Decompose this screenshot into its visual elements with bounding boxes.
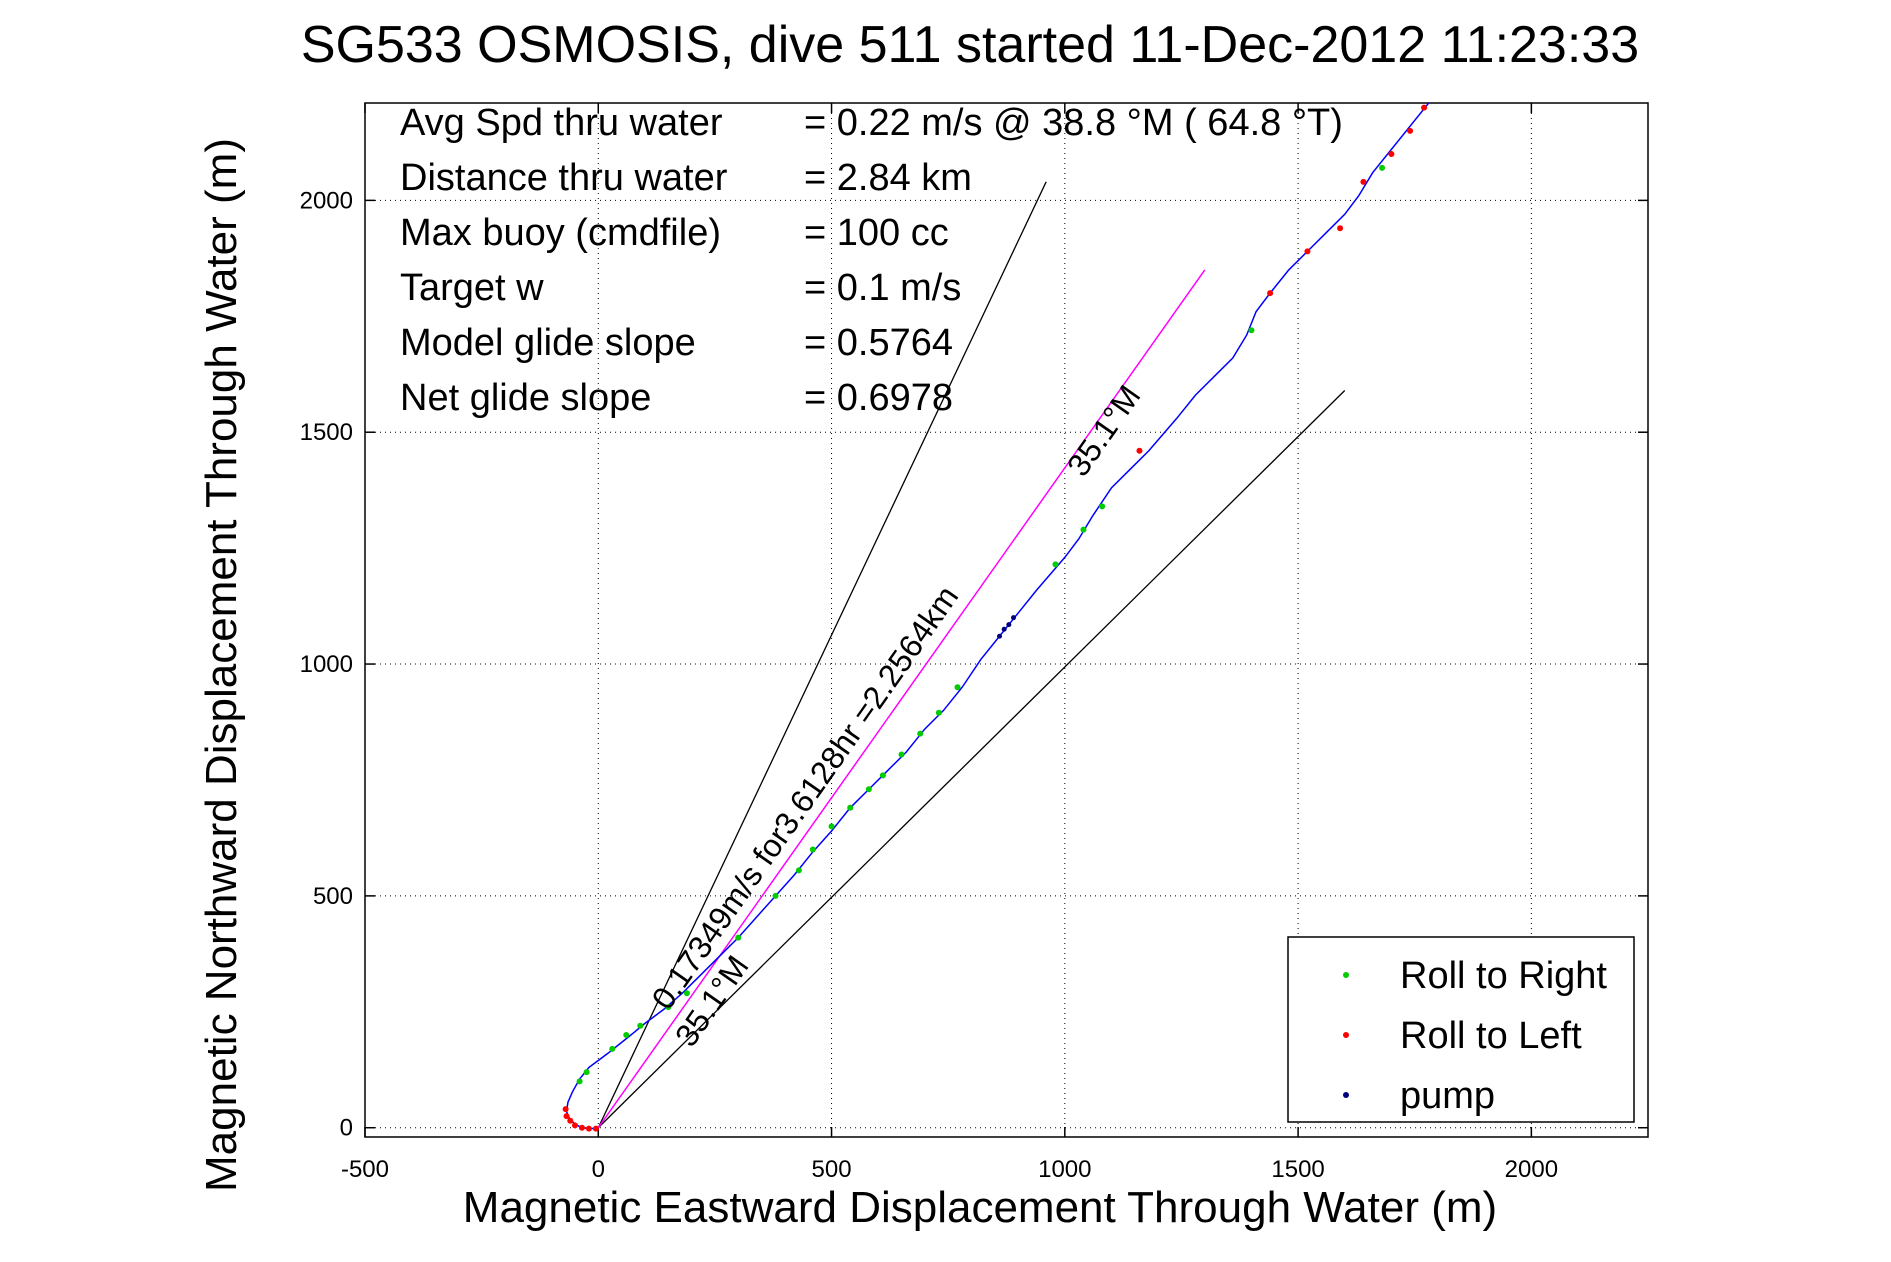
roll-left-point [1407, 127, 1414, 134]
legend-label: Roll to Right [1400, 955, 1607, 997]
roll-right-point [637, 1022, 644, 1029]
annotation-label: 35.1°M [1060, 379, 1148, 483]
stat-value: = 0.5764 [804, 322, 953, 364]
plot-content [562, 103, 1430, 1132]
roll-left-point [585, 1125, 592, 1132]
roll-right-point [609, 1045, 616, 1052]
stat-label: Net glide slope [400, 377, 651, 419]
legend-marker [1343, 972, 1349, 978]
y-axis-label: Magnetic Northward Displacement Through … [197, 138, 246, 1192]
legend-box [1287, 936, 1635, 1123]
roll-right-point [623, 1031, 630, 1038]
roll-right-point [576, 1078, 583, 1085]
stat-value: = 100 cc [804, 212, 949, 254]
chart-title: SG533 OSMOSIS, dive 511 started 11-Dec-2… [301, 16, 1639, 74]
stat-value: = 2.84 km [804, 157, 972, 199]
roll-left-point [1360, 178, 1367, 185]
pump-point [1001, 626, 1007, 632]
stat-label: Distance thru water [400, 157, 728, 199]
stat-label: Target w [400, 267, 544, 309]
roll-right-point [1379, 164, 1386, 171]
x-tick-label: -500 [341, 1156, 389, 1183]
stats-panel: Avg Spd thru water = 0.22 m/s @ 38.8 °M (… [400, 102, 1343, 419]
roll-right-point [583, 1069, 590, 1076]
roll-right-point [809, 846, 816, 853]
roll-left-point [1136, 447, 1143, 454]
roll-left-point [1267, 290, 1274, 297]
heading-line [597, 390, 1346, 1129]
roll-left-point [1421, 104, 1428, 111]
legend-label: pump [1400, 1075, 1495, 1117]
roll-left-point [578, 1124, 585, 1131]
heading-line [597, 181, 1047, 1129]
y-tick-label: 500 [313, 883, 353, 910]
stat-label: Model glide slope [400, 322, 696, 364]
roll-right-point [735, 934, 742, 941]
legend-marker [1343, 1092, 1349, 1098]
drift-line [597, 269, 1206, 1129]
pump-point [997, 633, 1003, 639]
stat-label: Avg Spd thru water [400, 102, 723, 144]
roll-left-point [563, 1113, 570, 1120]
annotation-label: 0.17349m/s for3.6128hr =2.2564km [644, 579, 965, 1016]
roll-left-point [567, 1117, 574, 1124]
roll-right-point [795, 867, 802, 874]
stat-value: = 0.22 m/s @ 38.8 °M ( 64.8 °T) [804, 102, 1343, 144]
track-line [565, 103, 1430, 1130]
stat-value: = 0.6978 [804, 377, 953, 419]
roll-right-point [954, 684, 961, 691]
x-tick-label: 1500 [1271, 1156, 1324, 1183]
x-tick-label: 500 [812, 1156, 852, 1183]
roll-left-point [592, 1125, 599, 1132]
roll-right-point [847, 804, 854, 811]
x-tick-label: 2000 [1505, 1156, 1558, 1183]
roll-right-point [1052, 561, 1059, 568]
plot-frame [364, 102, 1649, 1138]
legend-label: Roll to Left [1400, 1015, 1582, 1057]
roll-right-point [1099, 503, 1106, 510]
roll-right-point [683, 990, 690, 997]
stat-label: Max buoy (cmdfile) [400, 212, 721, 254]
roll-right-point [898, 751, 905, 758]
roll-right-point [828, 823, 835, 830]
y-tick-label: 0 [340, 1115, 353, 1142]
x-axis-label: Magnetic Eastward Displacement Through W… [463, 1183, 1497, 1232]
y-tick-label: 2000 [300, 187, 353, 214]
roll-left-point [1337, 225, 1344, 232]
y-tick-label: 1000 [300, 651, 353, 678]
roll-left-point [571, 1122, 578, 1129]
legend-marker [1343, 1032, 1349, 1038]
roll-right-point [772, 892, 779, 899]
x-tick-label: 0 [592, 1156, 605, 1183]
pump-point [1010, 615, 1016, 621]
roll-right-point [879, 772, 886, 779]
roll-right-point [865, 786, 872, 793]
roll-right-point [935, 709, 942, 716]
legend: Roll to Right Roll to Left pump [1287, 936, 1635, 1123]
roll-right-point [665, 1004, 672, 1011]
x-tick-label: 1000 [1038, 1156, 1091, 1183]
pump-point [1006, 622, 1012, 628]
roll-right-point [1080, 526, 1087, 533]
stat-value: = 0.1 m/s [804, 267, 961, 309]
roll-left-point [562, 1106, 569, 1113]
roll-left-point [1304, 248, 1311, 255]
roll-left-point [1388, 151, 1395, 158]
y-tick-label: 1500 [300, 419, 353, 446]
roll-right-point [917, 730, 924, 737]
roll-right-point [1248, 327, 1255, 334]
